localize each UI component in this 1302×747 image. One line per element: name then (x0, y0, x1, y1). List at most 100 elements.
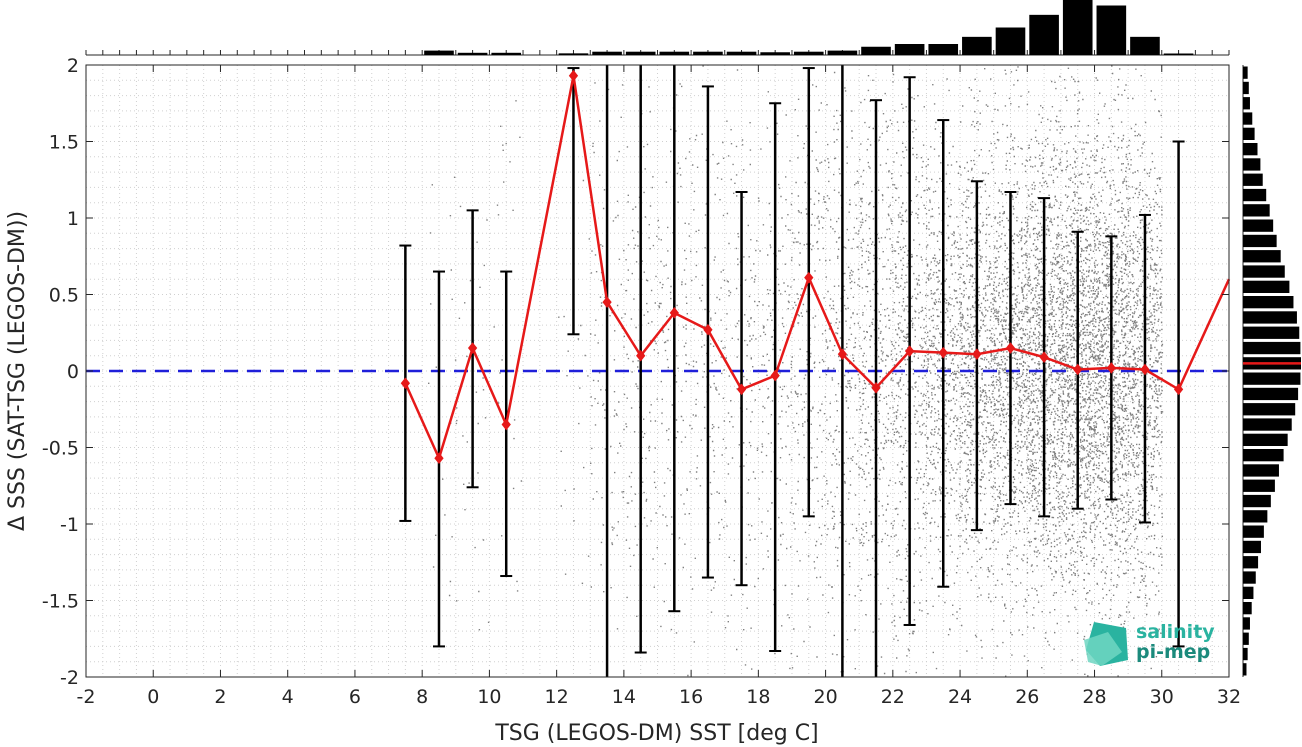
y-tick-label: 0.5 (49, 285, 79, 307)
mean-marker (636, 349, 646, 362)
right-hist-bar (1243, 632, 1249, 645)
mean-marker (568, 69, 579, 82)
top-hist-bar (693, 51, 723, 55)
x-tick-label: 8 (416, 686, 428, 708)
mean-marker (837, 348, 848, 360)
right-hist-bar (1243, 540, 1261, 554)
mean-marker (1173, 383, 1184, 396)
x-tick-label: 28 (1082, 686, 1106, 708)
right-hist-bar (1243, 525, 1264, 538)
right-hist-bar (1243, 127, 1255, 140)
top-hist-bar (861, 46, 891, 55)
right-hist-bar (1243, 387, 1299, 401)
right-hist-bar (1243, 571, 1256, 584)
y-tick-label: -1 (60, 514, 79, 536)
right-hist-bar (1243, 341, 1301, 355)
mean-marker (703, 323, 713, 336)
binned-mean-markers (400, 69, 1184, 465)
mean-marker (804, 271, 814, 284)
top-hist-bar (1096, 5, 1127, 55)
right-hist-bar (1243, 173, 1263, 186)
top-hist-bar (760, 52, 790, 55)
mean-marker (1073, 363, 1083, 376)
salinity-pi-mep-logo: salinity pi-mep (1084, 621, 1215, 666)
right-hist-bar (1243, 494, 1271, 508)
y-tick-label: -1.5 (42, 591, 79, 613)
right-hist-bar (1243, 158, 1261, 171)
x-tick-label: 0 (147, 686, 159, 708)
mean-marker (938, 346, 948, 359)
right-hist-bar (1243, 112, 1253, 125)
top-hist-bar (726, 51, 757, 55)
x-tick-label: 18 (746, 686, 770, 708)
x-tick-label: 24 (948, 686, 972, 708)
right-hist-bar (1243, 204, 1270, 217)
top-hist-bar (894, 44, 925, 55)
top-hist-bar (1130, 36, 1160, 55)
mean-marker (1106, 362, 1116, 374)
top-hist-bar (827, 50, 858, 55)
y-tick-label: 1.5 (49, 132, 79, 154)
logo-shape-front (1084, 632, 1122, 666)
top-hist-bar (928, 44, 959, 55)
top-hist-bar (793, 51, 824, 55)
top-hist-bar (625, 51, 656, 55)
right-hist-bar (1243, 188, 1267, 202)
right-hist-bar (1243, 433, 1288, 446)
top-hist-bar (1062, 0, 1093, 55)
right-hist-bar (1243, 556, 1259, 569)
x-tick-label: 10 (477, 686, 501, 708)
mean-marker (669, 307, 679, 319)
right-hist-bar (1243, 81, 1249, 95)
right-hist-bar (1243, 602, 1252, 615)
right-hist-bar (1243, 586, 1254, 599)
x-tick-label: 6 (349, 686, 361, 708)
right-hist-bar (1243, 617, 1250, 630)
top-hist-bar (457, 52, 488, 55)
top-hist-bar (592, 51, 622, 55)
right-hist-bar (1243, 97, 1250, 110)
y-axis-label: Δ SSS (SAT-TSG (LEGOS-DM)) (5, 211, 30, 531)
x-tick-label: 20 (813, 686, 837, 708)
x-tick-label: 26 (1015, 686, 1039, 708)
logo-text-salinity: salinity (1136, 621, 1215, 643)
logo-text-pi-mep: pi-mep (1136, 641, 1210, 663)
top-hist-bar (962, 36, 992, 55)
binned-mean-line (404, 75, 1231, 462)
x-tick-label: 16 (679, 686, 703, 708)
right-histogram (1242, 65, 1301, 677)
top-histogram (85, 0, 1230, 56)
right-hist-bar (1243, 326, 1300, 339)
top-hist-bar (491, 52, 522, 55)
top-hist-bar (995, 27, 1026, 55)
right-hist-bar (1243, 403, 1296, 416)
x-tick-label: 32 (1217, 686, 1241, 708)
x-tick-label: 22 (881, 686, 905, 708)
x-tick-labels: -2 0 2 4 6 8 10 12 14 16 18 20 22 24 26 28 30 32 (77, 686, 1242, 708)
mean-marker (871, 382, 881, 394)
right-hist-bar (1243, 219, 1274, 232)
mean-marker (972, 348, 982, 360)
right-hist-bar (1243, 311, 1297, 324)
mean-marker (467, 342, 478, 354)
right-hist-bar (1243, 449, 1284, 462)
mean-marker (400, 377, 411, 390)
right-hist-bar (1243, 418, 1292, 431)
mean-marker (602, 296, 612, 308)
x-tick-label: 4 (282, 686, 294, 708)
major-ticks (85, 64, 1230, 678)
mean-marker (1039, 351, 1049, 364)
y-tick-labels: 2 1.5 1 0.5 0 -0.5 -1 -1.5 -2 (42, 55, 79, 689)
top-hist-bar (659, 51, 690, 55)
right-hist-bar (1243, 479, 1275, 492)
right-hist-bar (1243, 510, 1268, 523)
mean-marker (736, 383, 747, 396)
mean-marker (434, 452, 444, 465)
y-tick-label: 2 (67, 55, 79, 77)
mean-marker (1140, 363, 1150, 376)
y-tick-label: 0 (67, 361, 79, 383)
mean-line-path (404, 75, 1231, 462)
right-hist-bar (1243, 66, 1248, 79)
right-hist-bar (1243, 265, 1285, 278)
right-hist-bar (1243, 280, 1290, 293)
